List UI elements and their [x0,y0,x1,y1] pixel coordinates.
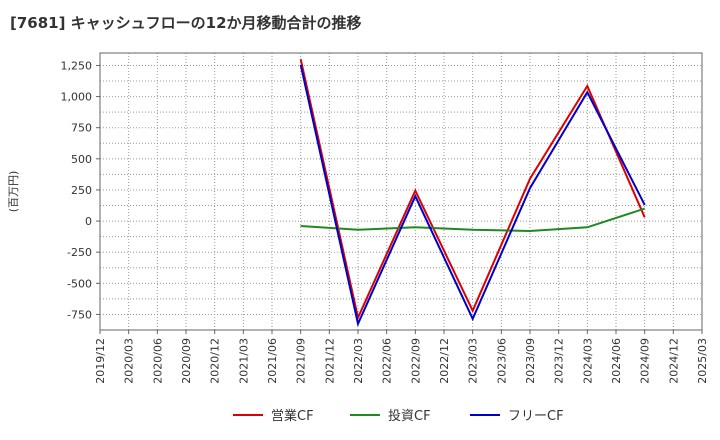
x-tick-label: 2022/09 [409,338,422,384]
grid [99,53,703,331]
x-tick-label: 2020/09 [180,338,193,384]
series-line [299,58,646,321]
legend-label: フリーCF [508,409,564,424]
x-tick-label: 2020/06 [151,338,164,384]
chart-title: [7681] キャッシュフローの12か月移動合計の推移 [10,14,362,32]
axes: 1,250 1,000 750 500 250 0 -250 -500 -750 (百万円) 201… [7,52,709,384]
x-tick-label: 2023/09 [524,338,537,384]
y-tick-label: 0 [85,215,92,228]
y-tick-label: 750 [71,122,92,135]
x-tick-label: 2024/03 [581,338,594,384]
y-tick-label: -750 [67,308,92,321]
y-tick-label: 1,000 [61,91,93,104]
y-tick-label: 250 [71,184,92,197]
legend-label: 営業CF [271,408,314,424]
x-tick-label: 2021/03 [237,338,250,384]
series-line [300,207,646,233]
x-tick-label: 2021/12 [323,338,336,384]
x-tick-label: 2024/09 [639,338,652,384]
y-tick-label: -250 [67,246,92,259]
x-tick-label: 2025/03 [696,338,709,384]
x-tick-label: 2024/12 [667,338,680,384]
x-tick-label: 2022/03 [352,338,365,384]
x-tick-label: 2023/03 [467,338,480,384]
x-tick-label: 2024/06 [610,338,623,384]
y-tick-label: -500 [67,277,92,290]
legend-label: 投資CF [388,408,431,424]
legend: 営業CF 投資CF フリーCF [233,408,564,424]
x-tick-label: 2020/03 [123,338,136,384]
x-tick-label: 2021/06 [266,338,279,384]
x-tick-label: 2021/09 [295,338,308,384]
x-tick-label: 2020/12 [209,338,222,384]
y-axis-label: (百万円) [7,171,20,213]
x-tick-label: 2022/06 [381,338,394,384]
series-line [299,64,646,327]
series-lines [299,58,646,327]
x-tick-label: 2023/12 [553,338,566,384]
x-tick-label: 2019/12 [94,338,107,384]
y-tick-label: 1,250 [61,59,93,72]
y-tick-label: 500 [71,153,92,166]
plot-border [99,52,703,331]
x-tick-label: 2023/06 [495,338,508,384]
x-tick-label: 2022/12 [438,338,451,384]
